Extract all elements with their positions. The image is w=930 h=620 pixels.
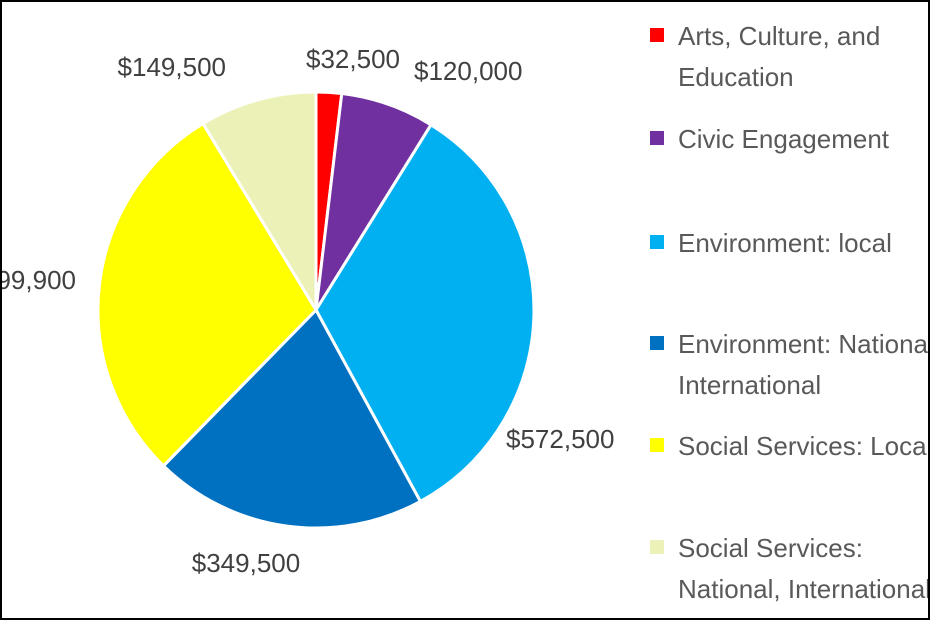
legend-label: Arts, Culture, and Education xyxy=(678,21,881,92)
data-label-env-national: $349,500 xyxy=(192,548,300,578)
pie-slice-social-local xyxy=(96,122,318,468)
legend-label: Environment: National, International xyxy=(678,329,929,400)
legend-swatch xyxy=(650,336,664,350)
pie-slice-env-national xyxy=(162,308,422,530)
legend-swatch xyxy=(650,438,664,452)
legend-swatch xyxy=(650,235,664,249)
legend-item-civic: Civic Engagement xyxy=(650,119,889,160)
data-label-arts: $32,500 xyxy=(306,44,400,74)
legend-item-env-national: Environment: National, International xyxy=(650,324,929,406)
data-label-civic: $120,000 xyxy=(414,56,522,86)
legend-item-arts: Arts, Culture, and Education xyxy=(650,16,880,98)
data-label-social-national: $149,500 xyxy=(118,52,226,82)
legend-swatch xyxy=(650,131,664,145)
data-label-social-local: $499,900 xyxy=(2,265,76,295)
legend-item-env-local: Environment: local xyxy=(650,223,892,264)
legend-item-social-national: Social Services: National, International xyxy=(650,528,930,610)
legend-label: Civic Engagement xyxy=(678,124,889,154)
legend-swatch xyxy=(650,28,664,42)
legend-label: Social Services: National, International xyxy=(678,533,930,604)
legend-label: Environment: local xyxy=(678,228,892,258)
data-label-env-local: $572,500 xyxy=(506,424,614,454)
legend-swatch xyxy=(650,540,664,554)
pie-slice-social-national xyxy=(201,90,318,312)
legend-item-social-local: Social Services: Local xyxy=(650,426,930,467)
legend-label: Social Services: Local xyxy=(678,431,930,461)
